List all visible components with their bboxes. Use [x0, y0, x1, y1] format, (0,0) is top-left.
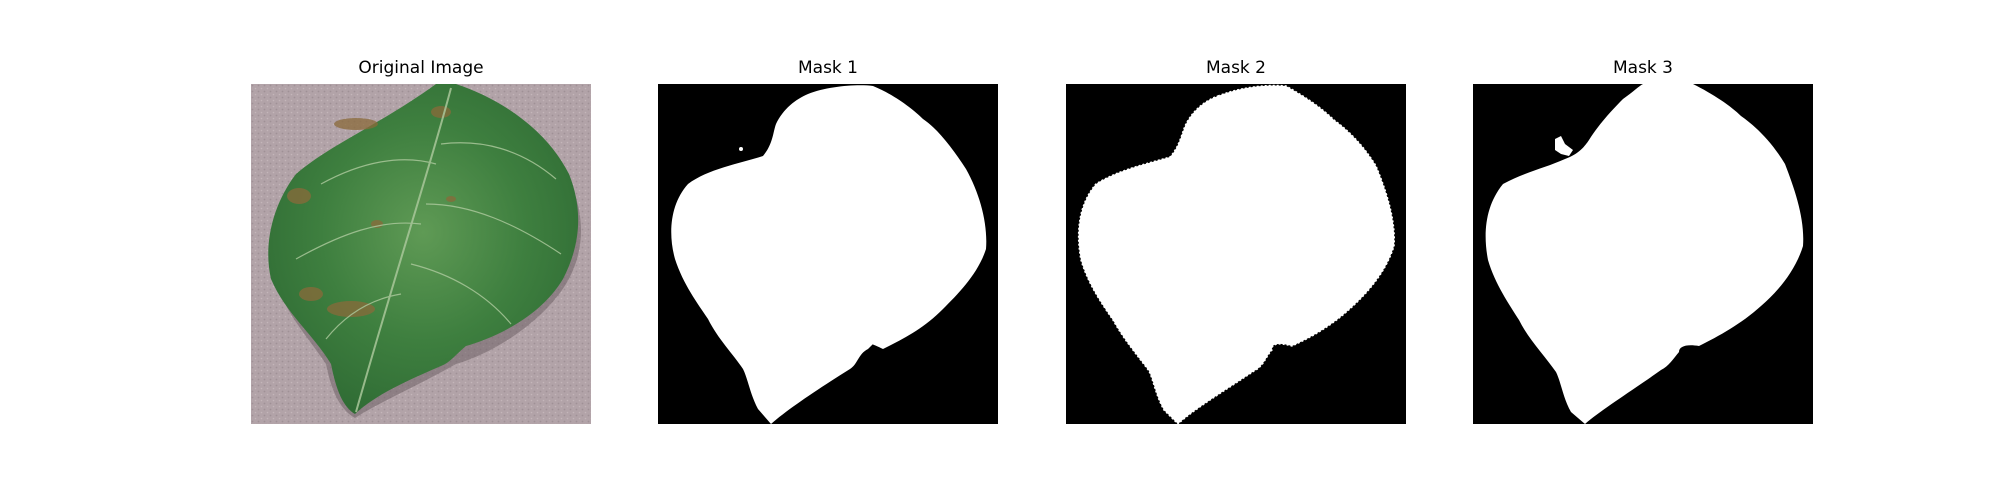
leaf-veins — [295, 87, 562, 413]
leaf-photo — [251, 84, 591, 424]
mask-2-image — [1066, 84, 1406, 424]
mask-1-title: Mask 1 — [797, 58, 858, 78]
mask-1-region — [671, 85, 987, 424]
mask-2-title: Mask 2 — [1205, 58, 1266, 78]
mask-3-frame — [1473, 84, 1813, 424]
mask-2-region — [1077, 84, 1396, 424]
leaf-shape — [268, 84, 579, 414]
mask-3-image — [1473, 84, 1813, 424]
mask-3-title: Mask 3 — [1612, 58, 1673, 78]
original-image-frame — [251, 84, 591, 424]
mask-3-region — [1485, 84, 1804, 424]
mask-2-frame — [1066, 84, 1406, 424]
mask-3-speckles — [1555, 136, 1573, 156]
leaf-lesions — [287, 106, 456, 317]
original-image-title: Original Image — [358, 58, 484, 78]
mask-1-frame — [658, 84, 998, 424]
mask-1-speck — [739, 147, 743, 151]
mask-1-image — [658, 84, 998, 424]
